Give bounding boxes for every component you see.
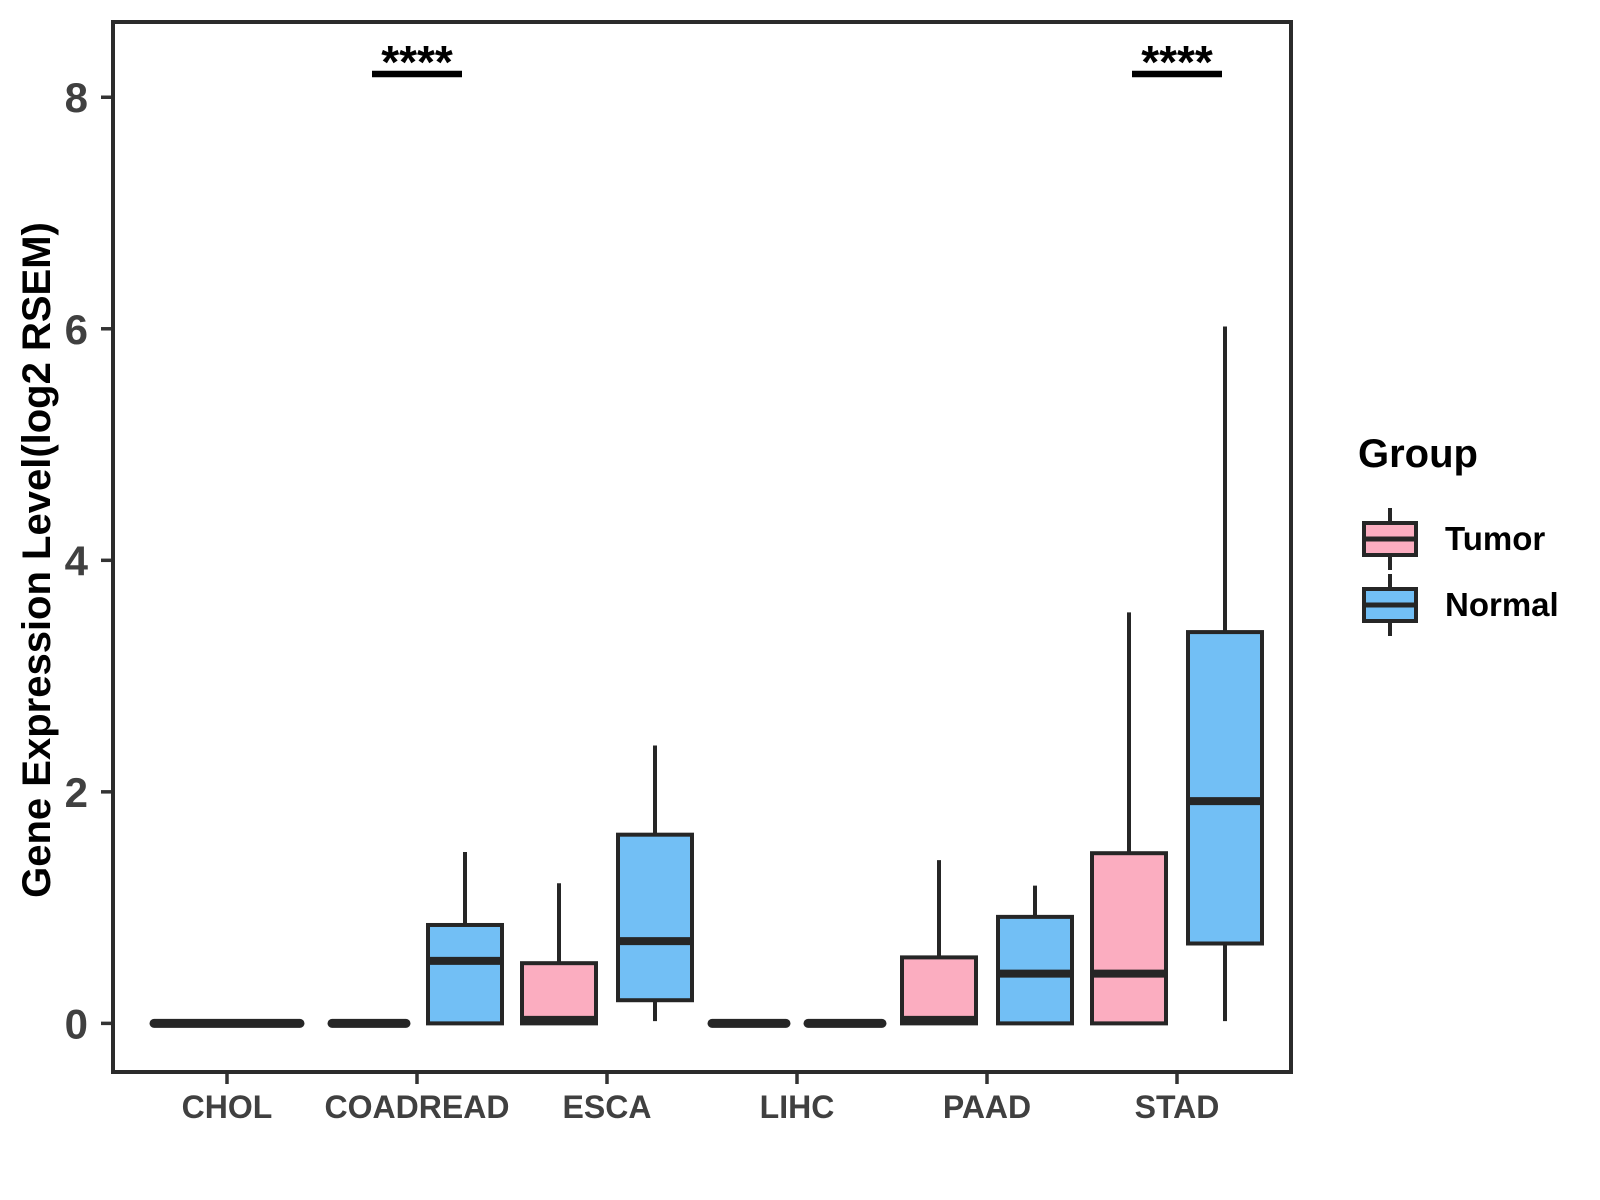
significance-stars: ****	[381, 36, 453, 88]
panel-border	[111, 20, 1293, 1074]
box-tumor-ESCA	[520, 961, 598, 1026]
x-category-label: COADREAD	[325, 1089, 510, 1125]
box-tumor-STAD	[1090, 851, 1168, 1026]
y-tick-label: 6	[65, 306, 88, 353]
legend-entry-normal: Normal	[1360, 572, 1598, 638]
legend-entry-tumor: Tumor	[1360, 506, 1598, 572]
y-tick-label: 0	[65, 1000, 88, 1047]
boxplot-glyph-icon	[1362, 508, 1418, 570]
legend-title: Group	[1358, 432, 1478, 476]
y-tick-label: 4	[65, 537, 89, 584]
legend: Group Tumor Normal	[1358, 430, 1598, 638]
x-category-label: PAAD	[943, 1089, 1031, 1125]
y-tick-label: 2	[65, 769, 88, 816]
box-normal-ESCA	[616, 832, 694, 1003]
legend-label-normal: Normal	[1445, 586, 1559, 623]
legend-label-tumor: Tumor	[1445, 520, 1546, 557]
y-axis-title: Gene Expression Level(log2 RSEM)	[15, 222, 59, 898]
box-normal-COADREAD	[426, 922, 504, 1026]
y-tick-label: 8	[65, 74, 88, 121]
significance-stars: ****	[1141, 36, 1213, 88]
x-category-label: STAD	[1135, 1089, 1220, 1125]
box-normal-STAD	[1186, 630, 1264, 946]
box-tumor-PAAD	[900, 955, 978, 1026]
x-category-label: LIHC	[760, 1089, 835, 1125]
x-category-label: ESCA	[563, 1089, 652, 1125]
x-category-label: CHOL	[182, 1089, 273, 1125]
boxplot-glyph-icon	[1362, 574, 1418, 636]
